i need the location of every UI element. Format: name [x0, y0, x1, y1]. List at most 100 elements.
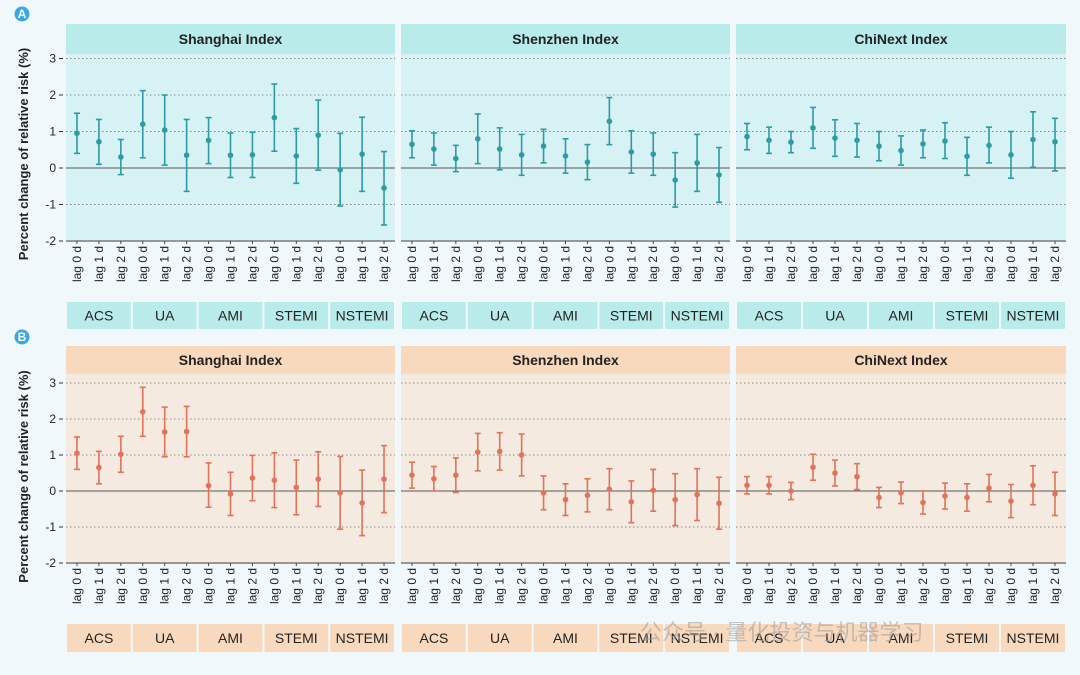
x-tick-label: lag 0 d	[471, 246, 485, 282]
chart-A: A Percent change of relative risk (%) -2 -1…	[14, 6, 1066, 329]
point-estimate	[562, 153, 569, 159]
x-tick-label: lag 1 d	[1026, 246, 1040, 282]
group-label-box	[264, 624, 329, 652]
panel-header	[736, 346, 1066, 374]
group-label: AMI	[553, 630, 578, 646]
panel-chinext-index: ChiNext Index ACS UA AMI STEMI NSTEMI lag 0 d l…	[736, 346, 1066, 652]
point-estimate	[1030, 482, 1036, 489]
x-tick-label: lag 1 d	[894, 568, 908, 604]
group-label: STEMI	[610, 630, 653, 646]
group-label: STEMI	[610, 308, 653, 324]
group-label-box	[467, 302, 532, 329]
x-tick-label: lag 1 d	[762, 246, 776, 282]
point-estimate	[628, 499, 635, 505]
group-label-box	[869, 624, 933, 652]
x-tick-label: lag 1 d	[92, 568, 106, 604]
point-estimate	[496, 146, 503, 152]
x-tick-label: lag 2 d	[646, 568, 660, 604]
x-tick-label: lag 2 d	[712, 568, 726, 604]
x-tick-label: lag 0 d	[333, 568, 347, 604]
point-estimate	[453, 472, 459, 478]
x-tick-label: lag 1 d	[960, 246, 974, 282]
x-tick-label: lag 1 d	[158, 568, 172, 604]
x-tick-label: lag 1 d	[289, 568, 303, 604]
point-estimate	[942, 493, 948, 499]
group-label-box	[869, 302, 933, 329]
x-tick-label: lag 0 d	[267, 568, 281, 604]
point-estimate	[986, 485, 992, 491]
x-tick-label: lag 0 d	[602, 246, 616, 282]
point-estimate	[1052, 491, 1058, 497]
y-tick-label: 1	[49, 448, 56, 462]
point-estimate	[139, 409, 146, 415]
point-estimate	[650, 487, 657, 494]
y-tick-label: -1	[45, 520, 56, 534]
point-estimate	[942, 138, 948, 144]
group-label-box	[599, 302, 664, 329]
panel-title: ChiNext Index	[854, 352, 948, 368]
y-tick-label: -1	[45, 198, 56, 212]
point-estimate	[920, 499, 926, 506]
x-tick-label: lag 2 d	[245, 246, 259, 282]
group-label-box	[132, 302, 197, 329]
point-estimate	[271, 477, 278, 484]
point-estimate	[118, 451, 124, 458]
point-estimate	[293, 153, 300, 159]
x-tick-label: lag 1 d	[624, 246, 638, 282]
point-estimate	[227, 152, 234, 159]
group-label-box	[67, 624, 131, 652]
x-tick-label: lag 0 d	[70, 246, 84, 282]
panel-shanghai-index: Shanghai Index ACS UA AMI STEMI NSTEMI lag 0 d…	[66, 24, 395, 329]
group-label: STEMI	[946, 308, 989, 324]
x-tick-label: lag 0 d	[740, 568, 754, 604]
panel-title: ChiNext Index	[854, 31, 948, 47]
point-estimate	[898, 490, 904, 496]
point-estimate	[810, 125, 816, 131]
group-label: STEMI	[946, 630, 989, 646]
point-estimate	[409, 141, 415, 148]
panel-title: Shenzhen Index	[512, 352, 619, 368]
group-label: UA	[490, 630, 510, 646]
x-tick-label: lag 2 d	[784, 246, 798, 282]
group-label-box	[467, 624, 532, 652]
point-estimate	[744, 482, 750, 489]
x-tick-label: lag 1 d	[493, 568, 507, 604]
point-estimate	[315, 132, 322, 138]
x-tick-label: lag 0 d	[872, 568, 886, 604]
group-label-box	[737, 302, 801, 329]
y-tick-label: 3	[49, 52, 56, 66]
panel-badge	[14, 6, 30, 22]
point-estimate	[876, 143, 882, 149]
group-label: AMI	[218, 630, 243, 646]
group-label-box	[533, 302, 598, 329]
x-tick-label: lag 0 d	[740, 246, 754, 282]
plot-background	[401, 24, 730, 242]
x-tick-label: lag 0 d	[938, 568, 952, 604]
point-estimate	[518, 452, 525, 458]
panel-badge	[14, 329, 30, 345]
group-label: NSTEMI	[1007, 308, 1060, 324]
x-tick-label: lag 0 d	[806, 568, 820, 604]
point-estimate	[810, 464, 816, 471]
point-estimate	[293, 484, 300, 491]
x-tick-label: lag 1 d	[224, 568, 238, 604]
point-estimate	[431, 475, 437, 482]
point-estimate	[854, 137, 860, 144]
panel-badge-label: B	[18, 330, 27, 344]
group-label: AMI	[218, 308, 243, 324]
panel-header	[66, 346, 395, 374]
x-tick-label: lag 0 d	[872, 246, 886, 282]
point-estimate	[161, 429, 168, 435]
x-tick-label: lag 0 d	[202, 568, 216, 604]
point-estimate	[964, 153, 970, 160]
group-label-box	[1001, 624, 1065, 652]
group-label-box	[665, 624, 729, 652]
point-estimate	[898, 147, 904, 154]
point-estimate	[409, 472, 415, 478]
x-tick-label: lag 1 d	[158, 246, 172, 282]
group-label-box	[264, 302, 329, 329]
point-estimate	[716, 500, 722, 507]
plot-background	[736, 24, 1066, 242]
point-estimate	[694, 491, 700, 498]
point-estimate	[183, 152, 190, 159]
